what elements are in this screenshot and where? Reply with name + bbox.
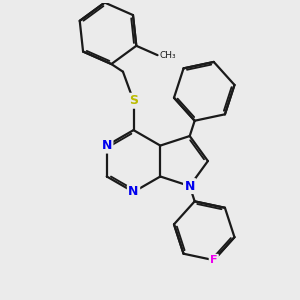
Text: N: N <box>128 185 139 199</box>
Text: N: N <box>102 139 112 152</box>
Text: CH₃: CH₃ <box>159 51 175 60</box>
Text: S: S <box>129 94 138 107</box>
Text: F: F <box>210 255 218 265</box>
Text: N: N <box>184 180 195 193</box>
